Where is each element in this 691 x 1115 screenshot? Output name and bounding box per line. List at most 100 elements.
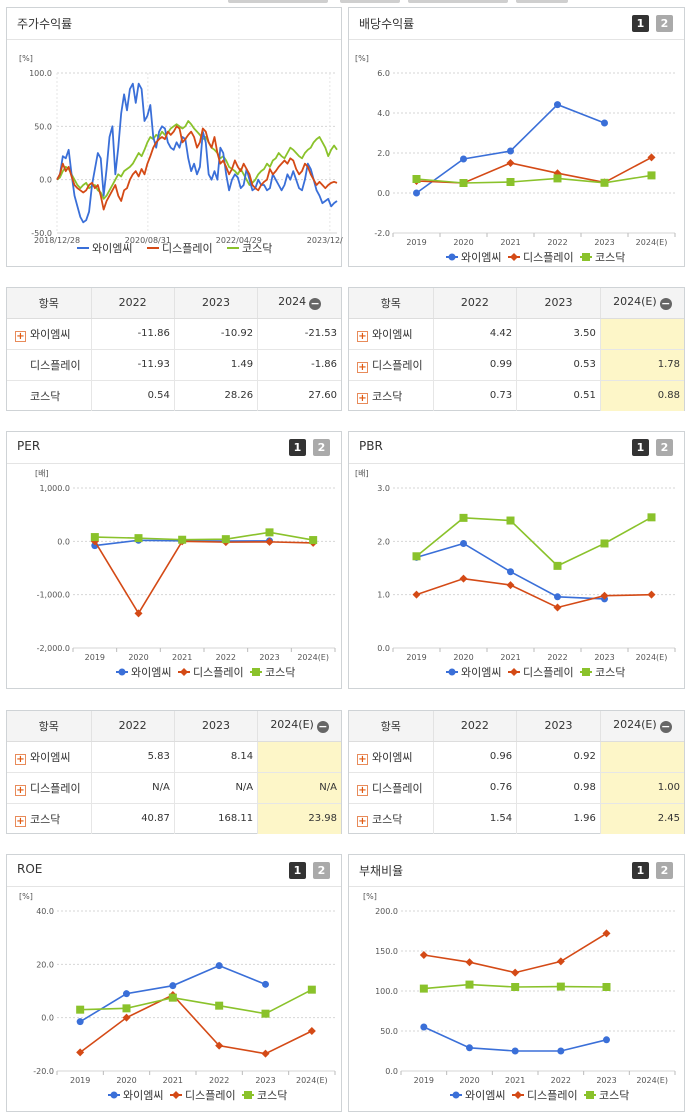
row-label: + 디스플레이 <box>349 349 433 381</box>
data-point <box>647 513 656 522</box>
data-point <box>553 561 562 570</box>
y-tick-label: -20.0 <box>33 1067 54 1076</box>
legend-item[interactable]: 코스닥 <box>250 666 295 679</box>
legend-item[interactable]: 와이엠씨 <box>108 1089 163 1102</box>
legend-item[interactable]: 와이엠씨 <box>446 666 501 679</box>
page-1-button[interactable]: 1 <box>632 862 649 879</box>
top-tab-2[interactable] <box>340 0 400 3</box>
data-point <box>553 603 562 612</box>
row-label: + 와이엠씨 <box>7 318 91 350</box>
series-line <box>94 540 314 615</box>
page-1-button[interactable]: 1 <box>632 15 649 32</box>
legend-item[interactable]: 디스플레이 <box>178 666 244 679</box>
page-1-button[interactable]: 1 <box>289 439 306 456</box>
x-tick-label: 2022 <box>216 653 236 662</box>
cell: 40.87 <box>90 803 175 834</box>
series-line <box>423 932 607 974</box>
table-row: 코스닥 0.54 28.26 27.60 <box>7 380 341 411</box>
data-point <box>178 535 187 544</box>
panel-header: PBR 1 2 <box>349 432 684 464</box>
y-tick-label: 6.0 <box>377 69 390 78</box>
data-point <box>419 951 428 959</box>
x-tick-label: 2023 <box>255 1076 275 1085</box>
legend-item[interactable]: 와이엠씨 <box>450 1089 505 1102</box>
expand-icon[interactable]: + <box>357 392 368 404</box>
legend-item[interactable]: 디스플레이 <box>512 1089 578 1102</box>
col-header: 2023 <box>173 711 258 742</box>
expand-icon[interactable]: + <box>357 784 368 796</box>
expand-icon[interactable]: + <box>357 753 368 765</box>
legend-item[interactable]: 코스닥 <box>227 242 272 255</box>
row-name: 와이엠씨 <box>30 750 71 764</box>
x-tick-label: 2019 <box>406 653 426 662</box>
page-1-button[interactable]: 1 <box>289 862 306 879</box>
legend-item[interactable]: 와이엠씨 <box>446 251 501 264</box>
legend-item[interactable]: 코스닥 <box>242 1089 287 1102</box>
page-2-button[interactable]: 2 <box>656 15 673 32</box>
row-name: 코스닥 <box>30 812 61 826</box>
y-tick-label: 200.0 <box>375 907 398 916</box>
legend-item[interactable]: 디스플레이 <box>170 1089 236 1102</box>
legend-label: 와이엠씨 <box>92 242 132 255</box>
x-tick-label: 2023 <box>594 653 614 662</box>
y-unit-label: [배] <box>355 469 369 478</box>
data-point <box>460 539 467 547</box>
table-row: + 디스플레이 0.99 0.53 1.78 <box>349 349 684 381</box>
top-scroll-bar <box>0 0 691 6</box>
y-tick-label: 3.0 <box>377 484 390 493</box>
expand-icon[interactable]: + <box>15 784 26 796</box>
expand-icon[interactable]: + <box>15 330 26 342</box>
cell: -11.93 <box>90 349 175 381</box>
legend-item[interactable]: 디스플레이 <box>508 251 574 264</box>
expand-icon[interactable]: + <box>357 815 368 827</box>
expand-icon[interactable]: + <box>357 361 368 373</box>
col-header: 2023 <box>173 288 258 319</box>
collapse-icon[interactable]: − <box>316 720 329 734</box>
data-point <box>221 535 230 544</box>
data-point <box>134 534 143 543</box>
x-tick-label: 2021 <box>172 653 192 662</box>
table-row: + 와이엠씨 4.42 3.50 <box>349 318 684 350</box>
cell-estimate: 23.98 <box>257 803 341 834</box>
page-2-button[interactable]: 2 <box>656 862 673 879</box>
cell: -21.53 <box>257 318 341 350</box>
top-tab-4[interactable] <box>516 0 568 3</box>
data-point <box>582 253 590 261</box>
x-tick-label: 2024(E) <box>636 1076 668 1085</box>
page-2-button[interactable]: 2 <box>656 439 673 456</box>
legend-item[interactable]: 와이엠씨 <box>77 242 132 255</box>
row-label: + 디스플레이 <box>7 772 91 804</box>
page-2-button[interactable]: 2 <box>313 862 330 879</box>
x-tick-label: 2023 <box>596 1076 616 1085</box>
legend-item[interactable]: 와이엠씨 <box>116 666 171 679</box>
top-tab-1[interactable] <box>228 0 328 3</box>
legend-item[interactable]: 디스플레이 <box>147 242 213 255</box>
top-tab-3[interactable] <box>408 0 508 3</box>
data-point <box>419 984 428 993</box>
data-point <box>554 593 561 601</box>
collapse-icon[interactable]: − <box>309 297 322 311</box>
debt-ratio-panel: 부채비율 1 2 [%] 200.0 150.0 100.0 50.0 0.0 2019 20… <box>348 854 685 1112</box>
y-tick-label: 1.0 <box>377 591 390 600</box>
data-point <box>466 1044 473 1052</box>
page-2-button[interactable]: 2 <box>313 439 330 456</box>
cell-estimate: 1.00 <box>599 772 684 804</box>
collapse-icon[interactable]: − <box>659 720 672 734</box>
page-1-button[interactable]: 1 <box>632 439 649 456</box>
legend-label: 와이엠씨 <box>461 666 501 679</box>
legend-item[interactable]: 코스닥 <box>580 666 625 679</box>
expand-icon[interactable]: + <box>15 815 26 827</box>
legend-item[interactable]: 코스닥 <box>580 251 625 264</box>
data-point <box>309 536 318 545</box>
data-point <box>262 980 269 988</box>
debt-ratio-chart: [%] 200.0 150.0 100.0 50.0 0.0 2019 2020 2021 202… <box>363 892 676 1102</box>
series-line <box>80 988 313 1015</box>
expand-icon[interactable]: + <box>357 330 368 342</box>
data-point <box>603 1036 610 1044</box>
data-point <box>215 1001 224 1010</box>
legend-item[interactable]: 디스플레이 <box>508 666 574 679</box>
legend-item[interactable]: 코스닥 <box>584 1089 629 1102</box>
expand-icon[interactable]: + <box>15 753 26 765</box>
cell: 3.50 <box>516 318 601 350</box>
collapse-icon[interactable]: − <box>659 297 672 311</box>
